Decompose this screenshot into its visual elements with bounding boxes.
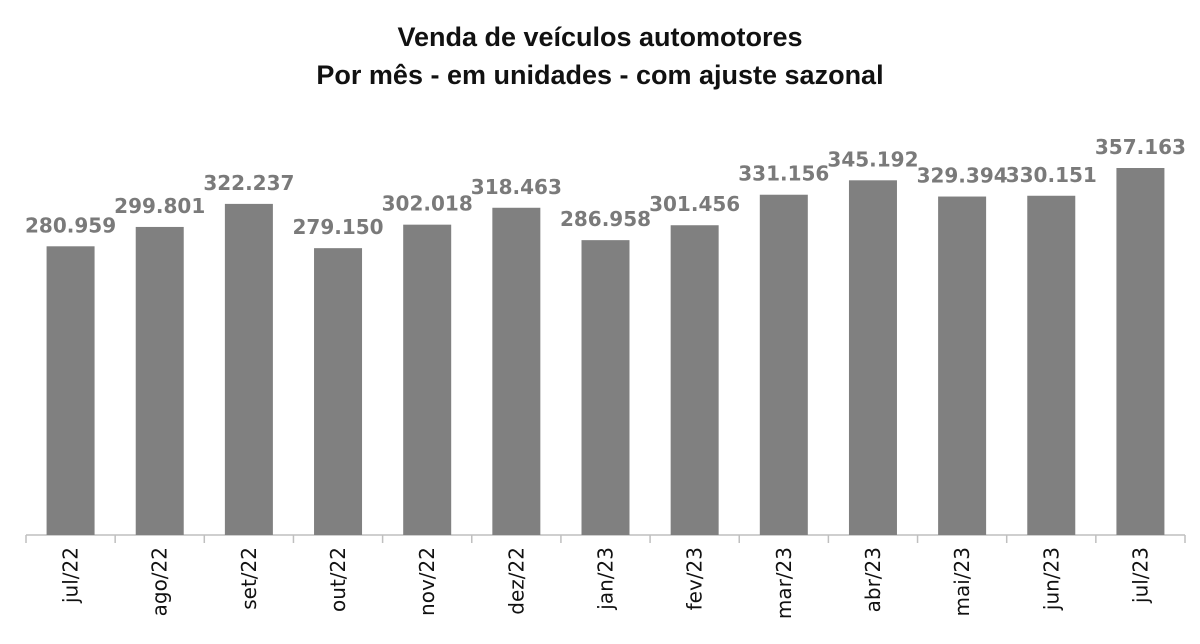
- chart-subtitle: Por mês - em unidades - com ajuste sazon…: [316, 60, 884, 90]
- bar: [1116, 168, 1165, 535]
- data-label: 357.163: [1095, 135, 1186, 159]
- bar: [135, 226, 184, 535]
- x-tick-label: dez/22: [504, 547, 528, 615]
- x-tick-label: abr/23: [861, 547, 885, 612]
- x-tick-label: mar/23: [772, 547, 796, 619]
- x-tick-label: jun/23: [1039, 547, 1063, 611]
- data-label: 286.958: [560, 207, 651, 231]
- bar: [670, 225, 719, 536]
- x-tick-label: jul/22: [59, 547, 83, 604]
- chart-title: Venda de veículos automotores: [397, 22, 803, 52]
- x-tick-label: mai/23: [950, 547, 974, 616]
- bar: [938, 196, 987, 535]
- bar: [848, 180, 897, 535]
- data-label: 322.237: [203, 171, 294, 195]
- bar: [492, 207, 541, 536]
- data-label: 301.456: [649, 192, 740, 216]
- x-tick-label: set/22: [237, 547, 261, 610]
- bar: [314, 248, 363, 536]
- data-label: 331.156: [738, 162, 829, 186]
- bar: [581, 240, 630, 535]
- x-tick-label: jan/23: [594, 547, 618, 611]
- x-tick-label: fev/23: [683, 547, 707, 610]
- bar: [224, 203, 273, 535]
- data-label: 279.150: [292, 215, 383, 239]
- x-tick-label: nov/22: [415, 547, 439, 616]
- data-label: 329.394: [917, 164, 1008, 188]
- bar: [403, 224, 452, 535]
- x-tick-label: jul/23: [1128, 547, 1152, 604]
- data-label: 302.018: [382, 192, 473, 216]
- bar: [46, 246, 95, 536]
- x-tick-label: ago/22: [148, 547, 172, 616]
- data-label: 299.801: [114, 194, 205, 218]
- bar: [759, 194, 808, 536]
- bar: [1027, 195, 1076, 535]
- data-label: 280.959: [25, 213, 116, 237]
- x-tick-label: out/22: [326, 547, 350, 612]
- data-label: 330.151: [1006, 163, 1097, 187]
- data-label: 345.192: [827, 147, 918, 171]
- data-label: 318.463: [471, 175, 562, 199]
